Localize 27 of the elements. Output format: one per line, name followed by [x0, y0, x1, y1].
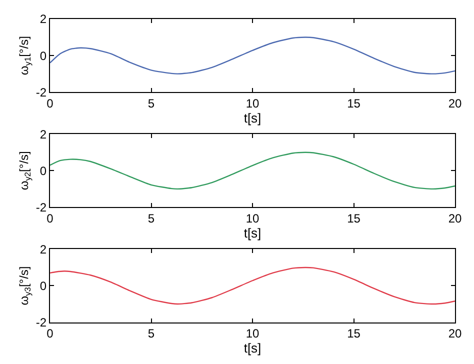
x-tick-label: 15: [347, 326, 361, 341]
x-tick-label: 15: [347, 212, 361, 226]
x-tick-label: 10: [246, 96, 260, 111]
line-series: [50, 36, 455, 74]
y-tick-label: 0: [40, 164, 47, 178]
y-tick-label: -2: [36, 316, 47, 330]
x-tick-label: 20: [448, 96, 462, 111]
y-tick-label: -2: [36, 85, 47, 100]
y-tick-label: 0: [40, 278, 47, 293]
x-axis-title: t[s]: [244, 340, 262, 356]
x-tick-label: 5: [148, 96, 155, 111]
y-tick-label: 0: [40, 48, 47, 63]
x-tick-label: 15: [347, 96, 361, 111]
x-tick-label: 5: [148, 326, 155, 341]
y-tick-label: 2: [40, 127, 47, 142]
y-tick-label: 2: [40, 12, 47, 26]
x-axis-title: t[s]: [244, 110, 262, 126]
x-tick-label: 20: [448, 326, 462, 341]
x-tick-label: 20: [448, 212, 462, 226]
line-series: [50, 266, 455, 305]
line-series: [50, 152, 455, 190]
x-tick-label: 10: [246, 326, 260, 341]
x-tick-label: 5: [148, 212, 155, 226]
y-tick-label: -2: [36, 200, 47, 214]
x-axis-title: t[s]: [244, 226, 262, 241]
y-tick-label: 2: [40, 242, 47, 256]
x-tick-label: 10: [246, 212, 260, 226]
